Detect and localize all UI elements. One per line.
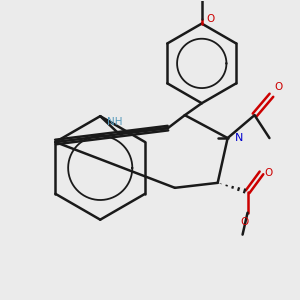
Text: O: O bbox=[274, 82, 283, 92]
Text: NH: NH bbox=[107, 117, 123, 127]
Text: O: O bbox=[265, 168, 273, 178]
Text: O: O bbox=[206, 14, 215, 24]
Text: O: O bbox=[240, 218, 249, 227]
Text: N: N bbox=[235, 133, 243, 143]
